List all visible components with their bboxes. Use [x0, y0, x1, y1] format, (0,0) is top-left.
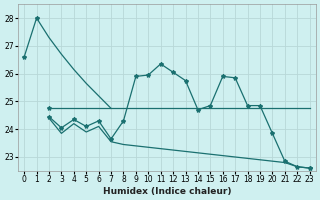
X-axis label: Humidex (Indice chaleur): Humidex (Indice chaleur) [103, 187, 231, 196]
